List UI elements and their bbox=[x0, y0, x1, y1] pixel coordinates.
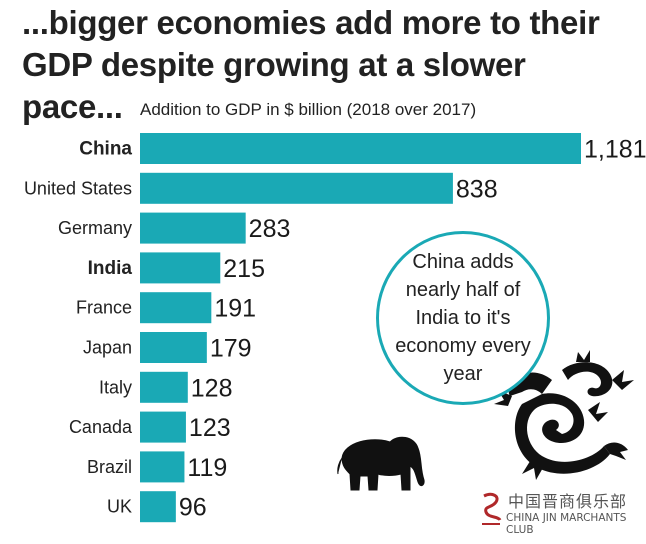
bar-france bbox=[140, 292, 212, 324]
watermark-english: CHINA JIN MARCHANTS CLUB bbox=[506, 512, 627, 536]
bar-japan bbox=[140, 332, 207, 363]
value-label-united-states: 838 bbox=[456, 175, 498, 203]
chart-title: Addition to GDP in $ billion (2018 over … bbox=[140, 100, 477, 119]
bar-united-states bbox=[140, 172, 453, 204]
category-label-japan: Japan bbox=[83, 338, 132, 358]
bar-brazil bbox=[140, 451, 185, 483]
category-label-canada: Canada bbox=[69, 417, 133, 437]
category-label-uk: UK bbox=[107, 497, 132, 517]
value-label-italy: 128 bbox=[191, 374, 233, 402]
value-label-uk: 96 bbox=[179, 494, 207, 522]
value-label-india: 215 bbox=[223, 255, 265, 283]
value-label-canada: 123 bbox=[189, 414, 231, 442]
category-label-india: India bbox=[88, 258, 133, 279]
value-label-brazil: 119 bbox=[187, 454, 227, 482]
category-label-italy: Italy bbox=[99, 377, 132, 397]
value-label-japan: 179 bbox=[210, 335, 252, 363]
bar-germany bbox=[140, 212, 246, 244]
elephant-icon bbox=[337, 436, 425, 491]
callout-text: China adds nearly half of India to it's … bbox=[395, 251, 531, 385]
watermark: 中国晋商俱乐部 CHINA JIN MARCHANTS CLUB bbox=[478, 488, 638, 540]
value-label-germany: 283 bbox=[249, 215, 291, 243]
bar-uk bbox=[140, 491, 176, 523]
category-label-brazil: Brazil bbox=[87, 457, 132, 477]
category-label-france: France bbox=[76, 298, 132, 318]
watermark-chinese: 中国晋商俱乐部 bbox=[508, 492, 628, 511]
club-logo-icon bbox=[482, 492, 502, 525]
bar-canada bbox=[140, 411, 186, 443]
category-label-united-states: United States bbox=[24, 178, 132, 198]
callout-bubble: China adds nearly half of India to it's … bbox=[376, 231, 550, 405]
value-label-china: 1,181 bbox=[584, 136, 646, 164]
category-label-china: China bbox=[79, 139, 132, 160]
value-label-france: 191 bbox=[214, 295, 256, 323]
bar-italy bbox=[140, 371, 188, 403]
bar-china bbox=[140, 133, 581, 164]
category-label-germany: Germany bbox=[58, 218, 132, 238]
bar-india bbox=[140, 252, 221, 284]
headline: ...bigger economies add more to their GD… bbox=[22, 4, 600, 125]
